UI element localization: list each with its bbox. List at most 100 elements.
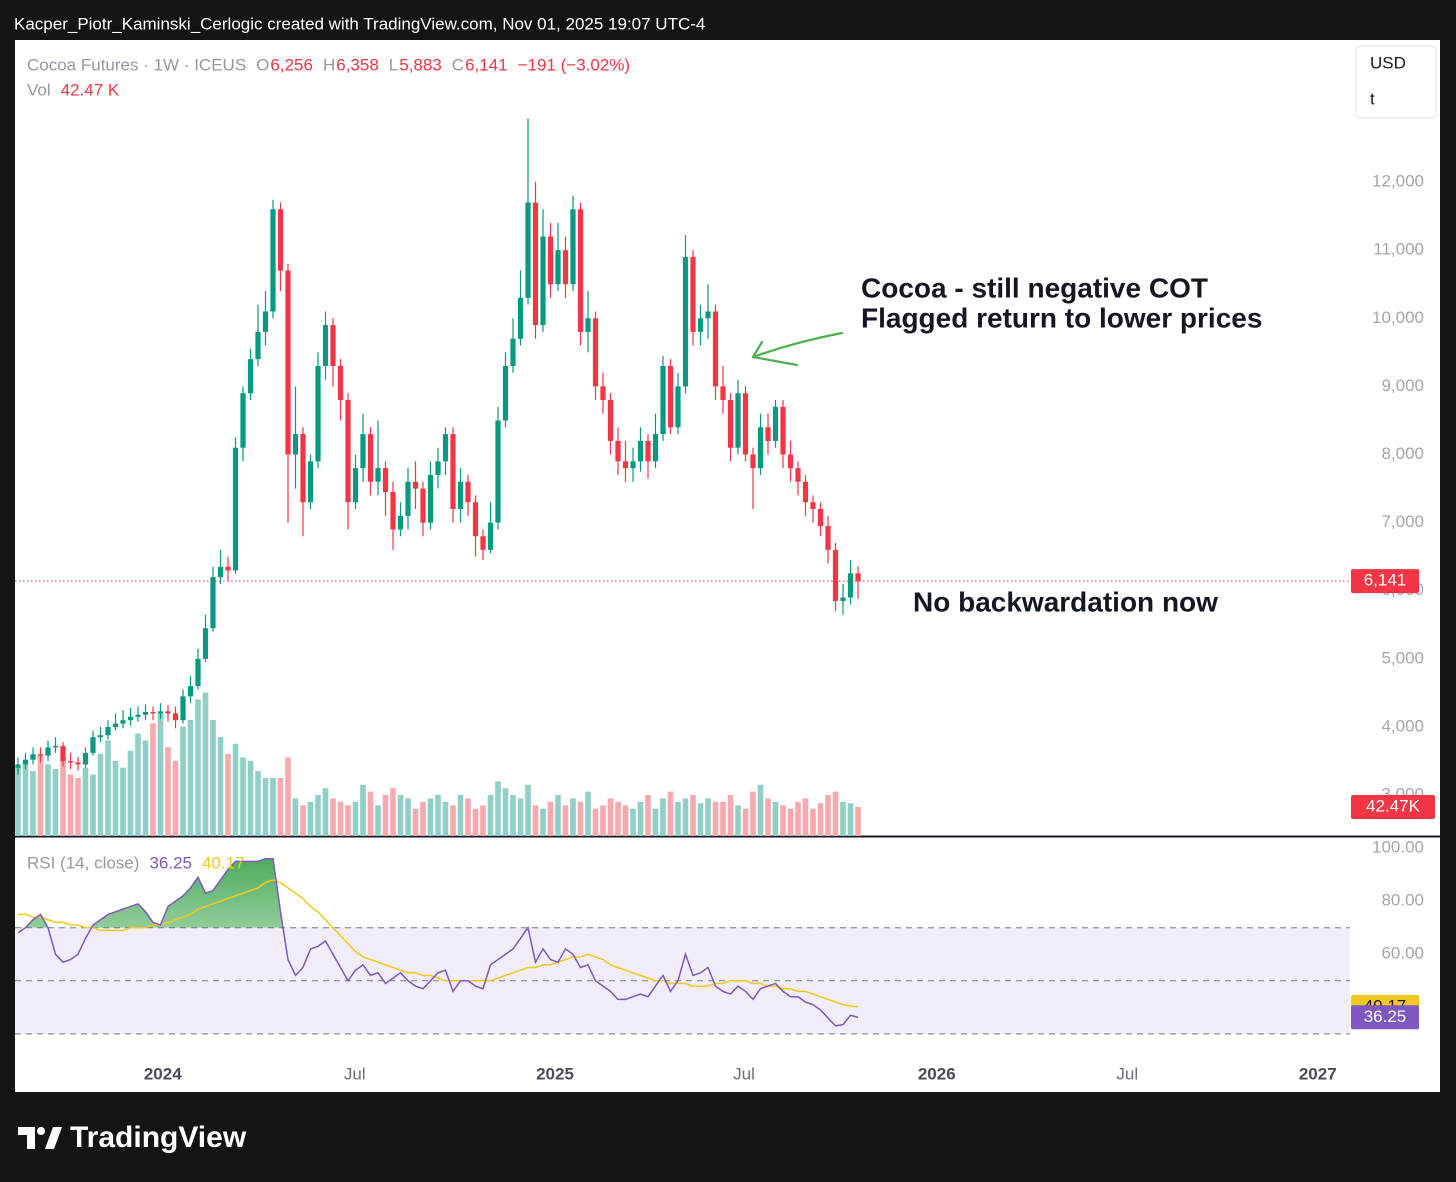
volume-bar bbox=[150, 723, 156, 836]
annotation: Cocoa - still negative COT bbox=[861, 272, 1208, 303]
volume-bar bbox=[855, 806, 861, 836]
candle-body bbox=[457, 481, 464, 510]
legend-text: 40.17 bbox=[202, 853, 245, 872]
volume-bar bbox=[360, 784, 366, 836]
volume-bar bbox=[840, 801, 846, 836]
volume-bar bbox=[97, 754, 104, 836]
volume-bar bbox=[832, 791, 839, 836]
candle-body bbox=[855, 573, 861, 582]
volume-bar bbox=[75, 777, 81, 836]
candle-body bbox=[157, 711, 164, 714]
volume-bar bbox=[127, 750, 134, 836]
candle-body bbox=[90, 737, 96, 753]
unit-box bbox=[1355, 45, 1437, 119]
candle-body bbox=[37, 754, 44, 756]
candle-body bbox=[712, 311, 719, 387]
candle-body bbox=[270, 209, 276, 312]
legend-text: 6,256 bbox=[270, 55, 313, 74]
candle-body bbox=[675, 386, 681, 428]
volume-bar bbox=[240, 757, 246, 836]
rsi-tick-label: 80.00 bbox=[1381, 891, 1424, 910]
candle-body bbox=[637, 440, 644, 462]
volume-bar bbox=[352, 801, 359, 836]
volume-bar bbox=[142, 740, 149, 836]
candle-body bbox=[525, 202, 531, 298]
candle-body bbox=[817, 509, 824, 527]
candle-body bbox=[217, 566, 224, 578]
volume-bar bbox=[532, 805, 539, 836]
candle-body bbox=[480, 536, 486, 550]
volume-bar bbox=[120, 767, 126, 836]
volume-bar bbox=[682, 798, 689, 836]
candle-body bbox=[150, 712, 156, 714]
rsi-tick-label: 60.00 bbox=[1381, 944, 1424, 963]
candle-body bbox=[307, 461, 314, 503]
volume-bar bbox=[817, 803, 824, 836]
candle-body bbox=[577, 209, 584, 332]
volume-bar bbox=[750, 791, 756, 836]
legend-text: 36.25 bbox=[149, 853, 192, 872]
arrow-head bbox=[751, 340, 799, 367]
volume-bar bbox=[307, 801, 314, 836]
candle-body bbox=[135, 714, 141, 717]
volume-badge-label: 42.47K bbox=[1366, 796, 1421, 815]
candle-body bbox=[262, 311, 269, 332]
volume-bar bbox=[15, 767, 21, 836]
volume-bar bbox=[525, 784, 531, 836]
volume-bar bbox=[502, 788, 509, 836]
footer-logo: TradingView bbox=[18, 1121, 247, 1154]
volume-bar bbox=[37, 754, 44, 836]
legend-text: O bbox=[256, 55, 269, 74]
candle-body bbox=[697, 318, 704, 332]
candle-body bbox=[412, 481, 419, 489]
y-tick-label: 8,000 bbox=[1381, 444, 1424, 463]
volume-bar bbox=[172, 760, 179, 836]
volume-bar bbox=[232, 743, 239, 836]
candle-body bbox=[532, 202, 539, 326]
candle-body bbox=[112, 723, 119, 728]
volume-bar bbox=[487, 795, 494, 836]
volume-bar bbox=[705, 798, 711, 836]
candle-body bbox=[652, 434, 659, 462]
candle-body bbox=[780, 406, 786, 455]
candle-body bbox=[832, 549, 839, 601]
volume-bar bbox=[780, 805, 786, 836]
candle-body bbox=[592, 318, 599, 387]
legend-text: Cocoa Futures · 1W · ICEUS bbox=[27, 55, 246, 74]
volume-bar bbox=[547, 801, 554, 836]
candle-body bbox=[22, 759, 29, 765]
candle-body bbox=[765, 427, 771, 441]
candle-body bbox=[187, 686, 194, 697]
volume-bar bbox=[367, 791, 374, 836]
candle-body bbox=[367, 434, 374, 482]
volume-bar bbox=[375, 805, 381, 836]
x-tick-label: Jul bbox=[1116, 1064, 1138, 1083]
candle-body bbox=[735, 393, 741, 448]
candle-body bbox=[30, 754, 36, 760]
volume-bar bbox=[285, 757, 291, 836]
candle-body bbox=[810, 502, 816, 510]
volume-bar bbox=[510, 795, 516, 836]
volume-bar bbox=[420, 801, 426, 836]
candle-body bbox=[825, 526, 831, 550]
volume-bar bbox=[727, 795, 734, 836]
candle-body bbox=[720, 386, 726, 401]
candle-body bbox=[195, 658, 201, 687]
candle-body bbox=[757, 427, 764, 469]
volume-bar bbox=[592, 808, 599, 836]
rsi-ma-line bbox=[18, 879, 859, 1008]
volume-bar bbox=[630, 808, 636, 836]
candle-body bbox=[510, 338, 516, 366]
volume-bar bbox=[457, 795, 464, 836]
y-tick-label: 11,000 bbox=[1373, 240, 1424, 259]
volume-bar bbox=[577, 801, 584, 836]
volume-bar bbox=[90, 774, 96, 836]
volume-bar bbox=[495, 781, 501, 836]
candle-body bbox=[630, 461, 636, 469]
candle-body bbox=[60, 746, 66, 762]
candle-body bbox=[390, 491, 396, 530]
x-tick-label: 2025 bbox=[536, 1064, 574, 1083]
candle-body bbox=[240, 393, 246, 448]
volume-bar bbox=[277, 777, 284, 836]
candle-body bbox=[210, 577, 216, 629]
